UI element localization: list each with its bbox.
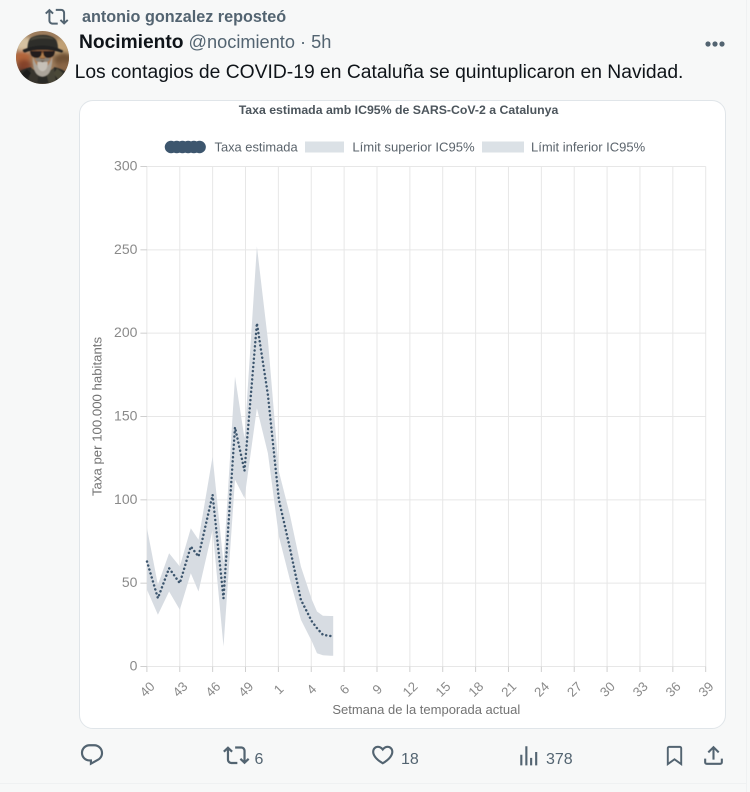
svg-text:40: 40 xyxy=(137,679,158,700)
svg-text:24: 24 xyxy=(531,679,552,700)
svg-text:250: 250 xyxy=(114,241,138,257)
svg-text:Límit inferior IC95%: Límit inferior IC95% xyxy=(531,139,646,154)
svg-text:0: 0 xyxy=(130,658,138,674)
svg-text:1: 1 xyxy=(271,681,287,697)
svg-text:300: 300 xyxy=(114,158,138,174)
svg-text:4: 4 xyxy=(304,681,320,697)
svg-text:50: 50 xyxy=(122,574,138,590)
svg-text:9: 9 xyxy=(369,681,385,697)
svg-text:Taxa per 100.000 habitants: Taxa per 100.000 habitants xyxy=(90,337,105,497)
svg-text:46: 46 xyxy=(202,679,223,700)
svg-text:Setmana de la temporada actual: Setmana de la temporada actual xyxy=(332,702,520,717)
svg-text:36: 36 xyxy=(663,679,684,700)
svg-text:12: 12 xyxy=(400,679,421,700)
svg-text:49: 49 xyxy=(235,679,256,700)
svg-text:21: 21 xyxy=(498,679,519,700)
svg-text:Límit superior IC95%: Límit superior IC95% xyxy=(352,139,475,154)
svg-text:6: 6 xyxy=(337,681,353,697)
svg-text:Taxa estimada: Taxa estimada xyxy=(215,139,299,154)
svg-text:150: 150 xyxy=(114,408,138,424)
svg-text:15: 15 xyxy=(433,679,454,700)
svg-text:27: 27 xyxy=(564,679,585,700)
svg-text:100: 100 xyxy=(114,491,138,507)
svg-text:43: 43 xyxy=(170,679,191,700)
svg-text:Taxa estimada amb IC95% de SAR: Taxa estimada amb IC95% de SARS-CoV-2 a … xyxy=(239,103,559,117)
svg-text:30: 30 xyxy=(597,679,618,700)
svg-text:200: 200 xyxy=(114,324,138,340)
svg-text:39: 39 xyxy=(696,679,717,700)
svg-text:18: 18 xyxy=(465,679,486,700)
svg-text:33: 33 xyxy=(630,679,651,700)
